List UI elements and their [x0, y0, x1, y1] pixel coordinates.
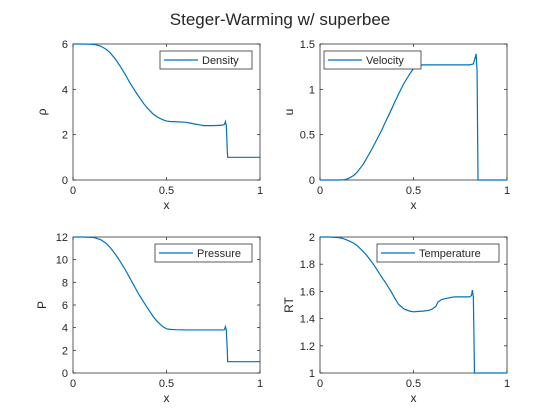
x-tick-label: 0.5	[406, 185, 421, 197]
legend: Temperature	[376, 243, 500, 263]
x-tick-label: 0	[70, 185, 76, 197]
y-tick-label: 1	[309, 84, 315, 96]
y-axis-label: P	[35, 301, 49, 309]
y-tick-label: 2	[62, 345, 68, 357]
x-tick-label: 0.5	[159, 185, 174, 197]
legend-box	[159, 50, 253, 70]
x-tick-label: 0	[70, 378, 76, 390]
legend-label: Velocity	[366, 55, 404, 67]
legend-box	[154, 243, 253, 263]
y-tick-label: 1.2	[300, 341, 315, 353]
legend-label: Temperature	[419, 248, 481, 260]
x-axis-label: x	[164, 391, 170, 405]
x-tick-label: 1	[257, 185, 263, 197]
legend-box	[376, 243, 500, 263]
y-tick-label: 4	[62, 84, 68, 96]
series-line-temperature	[320, 236, 507, 374]
legend: Velocity	[323, 50, 422, 70]
legend: Pressure	[154, 243, 253, 263]
series-line-density	[73, 43, 260, 158]
x-axis-label: x	[411, 198, 417, 212]
x-tick-label: 0.5	[159, 378, 174, 390]
y-tick-label: 0	[309, 175, 315, 187]
y-tick-label: 1.5	[300, 39, 315, 51]
subplot-temperature: 0 0.5 1 1 1.2 1.4 1.6 1.8 2 x RT Temperature	[282, 232, 510, 405]
y-tick-label: 0	[62, 175, 68, 187]
x-axis-label: x	[411, 391, 417, 405]
x-tick-label: 1	[504, 378, 510, 390]
series-line-velocity	[320, 53, 507, 181]
x-axis-label: x	[164, 198, 170, 212]
x-tick-label: 0.5	[406, 378, 421, 390]
y-tick-label: 0	[62, 368, 68, 380]
subplot-density: 0 0.5 1 0 2 4 6 x ρ Density	[35, 39, 263, 212]
subplot-velocity: 0 0.5 1 0 0.5 1 1.5 x u Velocity	[282, 39, 510, 212]
y-tick-label: 1.6	[300, 286, 315, 298]
y-tick-label: 2	[62, 130, 68, 142]
y-tick-label: 1	[309, 368, 315, 380]
y-tick-label: 1.4	[300, 314, 315, 326]
x-tick-label: 1	[504, 185, 510, 197]
legend: Density	[159, 50, 253, 70]
y-tick-label: 6	[62, 39, 68, 51]
legend-box	[323, 50, 422, 70]
y-axis-label: RT	[282, 296, 296, 312]
y-tick-label: 2	[309, 232, 315, 244]
series-line-pressure	[73, 236, 260, 363]
legend-label: Pressure	[197, 248, 241, 260]
y-tick-label: 4	[62, 323, 68, 335]
x-tick-label: 0	[317, 378, 323, 390]
y-tick-label: 0.5	[300, 130, 315, 142]
y-tick-label: 6	[62, 300, 68, 312]
x-tick-label: 1	[257, 378, 263, 390]
y-tick-label: 1.8	[300, 259, 315, 271]
y-axis-label: u	[282, 109, 296, 116]
y-tick-label: 10	[56, 255, 68, 267]
figure-title: Steger-Warming w/ superbee	[170, 10, 390, 29]
y-tick-label: 8	[62, 277, 68, 289]
x-tick-label: 0	[317, 185, 323, 197]
y-tick-label: 12	[56, 232, 68, 244]
y-axis-label: ρ	[35, 108, 49, 115]
legend-label: Density	[202, 55, 239, 67]
